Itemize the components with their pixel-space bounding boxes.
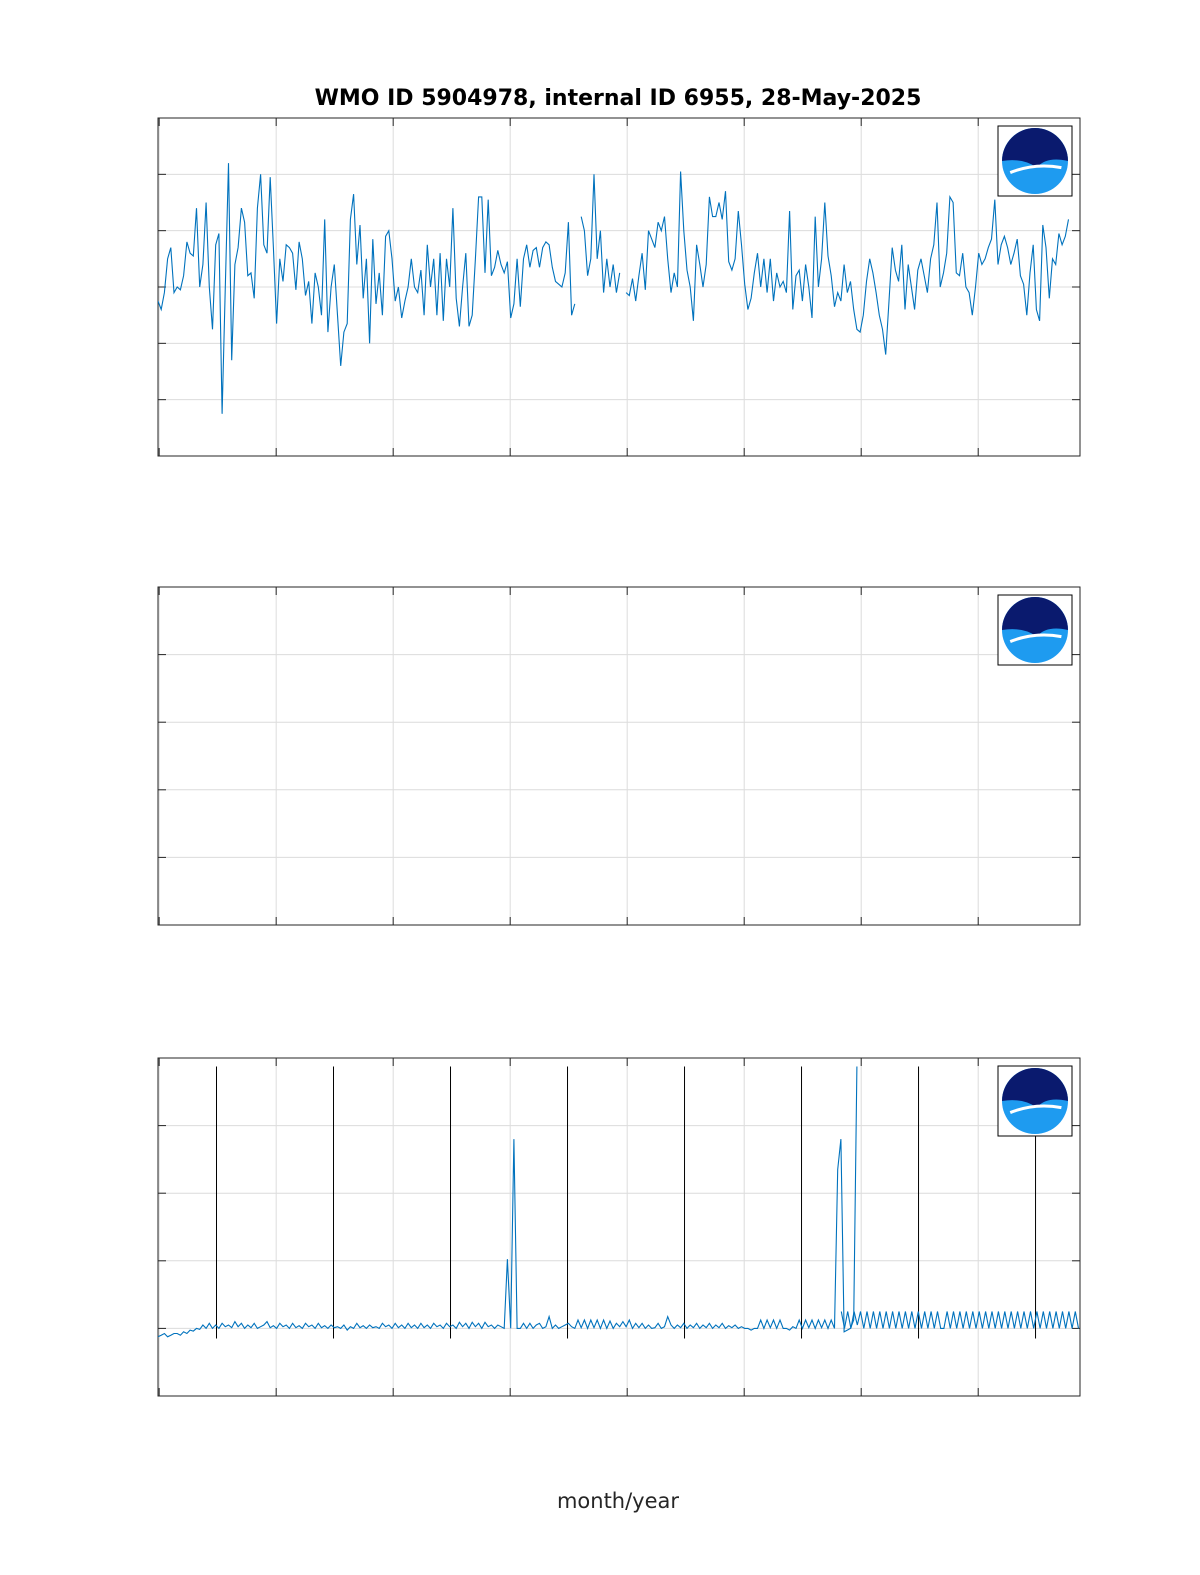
series-line bbox=[158, 1066, 858, 1338]
figure-title: WMO ID 5904978, internal ID 6955, 28-May… bbox=[315, 86, 922, 111]
noaa-logo-bird bbox=[1002, 597, 1068, 637]
series-line bbox=[158, 163, 1070, 414]
panel-1 bbox=[157, 117, 1081, 457]
panels bbox=[157, 117, 1081, 1397]
noaa-logo-bird bbox=[1002, 128, 1068, 168]
noaa-logo-swoosh bbox=[1009, 633, 1062, 643]
noaa-logo-swoosh bbox=[1009, 164, 1062, 174]
axes-box bbox=[157, 586, 1081, 926]
panel-2 bbox=[157, 586, 1081, 926]
axes-box bbox=[157, 1057, 1081, 1397]
noaa-logo-bird bbox=[1002, 1068, 1068, 1108]
noaa-logo-swoosh bbox=[1009, 1104, 1062, 1114]
panel-3 bbox=[157, 1057, 1081, 1397]
series-line bbox=[840, 1311, 1080, 1329]
x-axis-label: month/year bbox=[557, 1489, 679, 1513]
